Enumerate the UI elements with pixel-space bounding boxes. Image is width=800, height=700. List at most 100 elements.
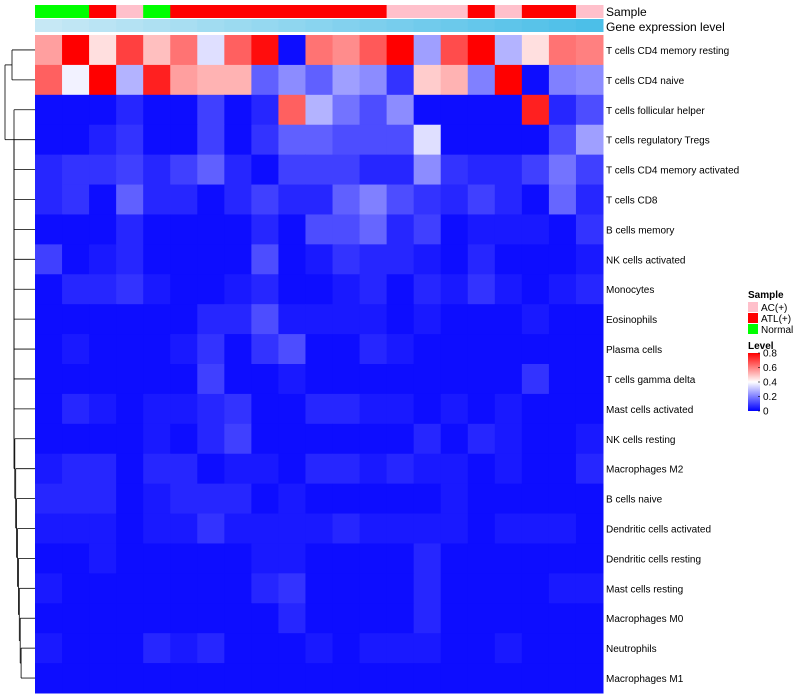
heatmap-cell [278, 274, 306, 305]
heatmap-cell [89, 633, 117, 664]
heatmap-cell [278, 364, 306, 395]
heatmap-cell [143, 214, 171, 245]
heatmap-cell [305, 35, 334, 66]
heatmap-cell [251, 633, 279, 664]
heatmap-cell [305, 483, 334, 515]
heatmap-cell [413, 603, 442, 634]
sample-annotation-cell [170, 5, 198, 18]
heatmap-cell [494, 35, 523, 66]
heatmap-cell [305, 64, 334, 96]
heatmap-cell [116, 124, 144, 156]
heatmap-cell [278, 393, 306, 425]
heatmap-cell [116, 334, 144, 365]
heatmap-cell [170, 334, 198, 365]
heatmap-cell [305, 184, 334, 215]
heatmap-cell [89, 453, 117, 485]
heatmap-cell [35, 603, 63, 634]
heatmap-cell [359, 633, 388, 664]
heatmap-cell [89, 214, 117, 245]
expression-annotation-cell [386, 19, 415, 32]
heatmap-cell [197, 573, 225, 604]
sample-annotation-cell [89, 5, 117, 18]
gene-expression-annotation-label: Gene expression level [606, 20, 725, 34]
heatmap-cell [35, 393, 63, 425]
heatmap-cell [143, 35, 171, 66]
heatmap-cell [170, 543, 198, 574]
heatmap-cell [386, 124, 415, 156]
heatmap-cell [575, 543, 604, 574]
heatmap-cell [170, 124, 198, 156]
heatmap-cell [440, 154, 469, 186]
heatmap-cell [440, 214, 469, 245]
heatmap-cell [62, 573, 90, 604]
heatmap-cell [143, 124, 171, 156]
heatmap-cell [521, 513, 550, 544]
heatmap-cell [521, 94, 550, 126]
heatmap-cell [467, 214, 496, 245]
heatmap-cell [170, 244, 198, 275]
heatmap-cell [170, 274, 198, 305]
heatmap-cell [89, 64, 117, 96]
sample-legend-title: Sample [748, 290, 784, 301]
heatmap-cell [386, 423, 415, 455]
heatmap-cell [332, 483, 361, 515]
heatmap-cell [494, 393, 523, 425]
legend-label-atl: ATL(+) [761, 314, 791, 325]
heatmap-cell [89, 334, 117, 365]
heatmap-cell [413, 393, 442, 425]
heatmap-cell [35, 64, 63, 96]
heatmap-cell [35, 35, 63, 66]
heatmap-cell [224, 483, 252, 515]
heatmap-cell [89, 184, 117, 215]
heatmap-cell [440, 633, 469, 664]
heatmap-cell [359, 453, 388, 485]
heatmap-cell [224, 364, 252, 395]
heatmap-cell [278, 334, 306, 365]
heatmap-cell [494, 423, 523, 455]
heatmap-cell [575, 334, 604, 365]
heatmap-cell [197, 364, 225, 395]
heatmap-cell [548, 633, 577, 664]
heatmap-cell [467, 124, 496, 156]
heatmap-cell [251, 603, 279, 634]
heatmap-cell [143, 423, 171, 455]
heatmap-cell [89, 124, 117, 156]
sample-annotation-cell [116, 5, 144, 18]
heatmap-cell [386, 603, 415, 634]
heatmap-cell [305, 124, 334, 156]
heatmap-cells [35, 35, 604, 694]
heatmap-cell [35, 663, 63, 694]
expression-annotation-cell [170, 19, 198, 32]
heatmap-cell [170, 453, 198, 485]
heatmap-cell [521, 603, 550, 634]
heatmap-cell [359, 393, 388, 425]
heatmap-cell [332, 393, 361, 425]
heatmap-cell [89, 274, 117, 305]
heatmap-cell [467, 184, 496, 215]
heatmap-cell [413, 423, 442, 455]
heatmap-cell [224, 603, 252, 634]
heatmap-cell [575, 244, 604, 275]
heatmap-cell [521, 214, 550, 245]
heatmap-cell [332, 184, 361, 215]
heatmap-cell [548, 513, 577, 544]
heatmap-cell [170, 304, 198, 335]
heatmap-cell [548, 35, 577, 66]
heatmap-cell [89, 244, 117, 275]
heatmap-cell [197, 633, 225, 664]
heatmap-cell [467, 64, 496, 96]
sample-annotation-cell [413, 5, 442, 18]
heatmap-cell [386, 663, 415, 694]
heatmap-cell [359, 35, 388, 66]
expression-annotation-cell [332, 19, 361, 32]
heatmap-cell [251, 94, 279, 126]
row-label: Macrophages M1 [606, 674, 684, 685]
heatmap-cell [359, 334, 388, 365]
heatmap-cell [143, 663, 171, 694]
heatmap-cell [143, 543, 171, 574]
heatmap-cell [143, 244, 171, 275]
sample-annotation-cell [575, 5, 604, 18]
heatmap-cell [116, 94, 144, 126]
sample-annotation-cell [278, 5, 306, 18]
